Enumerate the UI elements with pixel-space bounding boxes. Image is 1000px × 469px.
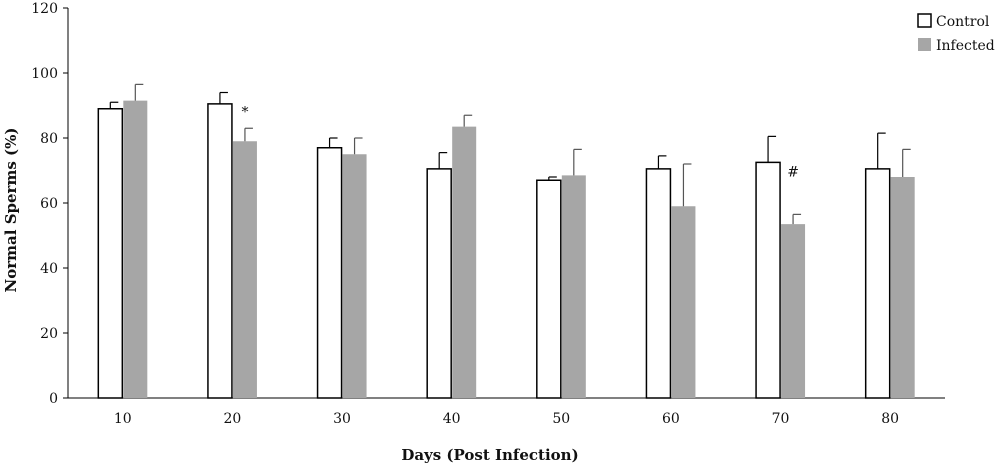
bar-infected <box>452 126 477 398</box>
bar-infected <box>781 224 806 398</box>
y-tick-label: 20 <box>40 326 58 342</box>
bar-control <box>864 168 891 399</box>
x-tick-label: 20 <box>224 411 242 427</box>
x-tick-label: 60 <box>662 411 680 427</box>
legend-label-control: Control <box>936 14 990 30</box>
legend-swatch-infected <box>918 38 931 51</box>
bar-infected <box>123 100 148 398</box>
legend-swatch-control <box>917 13 932 28</box>
legend-label-infected: Infected <box>936 38 995 54</box>
bar-control <box>316 147 343 399</box>
x-tick-label: 80 <box>881 411 899 427</box>
x-tick-label: 70 <box>772 411 790 427</box>
x-tick-label: 30 <box>333 411 351 427</box>
bars <box>97 100 915 399</box>
y-axis: 0 20 40 60 80 100 120 <box>31 1 69 407</box>
bar-control <box>426 168 452 399</box>
y-axis-title: Normal Sperms (%) <box>2 128 20 293</box>
bar-control <box>97 108 124 399</box>
significance-annotation: # <box>787 164 799 180</box>
y-tick-label: 60 <box>40 196 58 212</box>
bar-infected <box>232 141 257 398</box>
y-tick-label: 120 <box>31 1 58 17</box>
x-tick-label: 10 <box>114 411 132 427</box>
y-tick-label: 100 <box>31 66 58 82</box>
x-tick-label: 50 <box>552 411 570 427</box>
bar-control <box>645 168 672 399</box>
x-axis: 10 20 30 40 50 60 70 80 <box>68 397 945 427</box>
bar-infected <box>342 154 367 398</box>
bar-control <box>536 179 562 399</box>
y-tick-label: 0 <box>49 391 58 407</box>
x-tick-label: 40 <box>443 411 461 427</box>
bar-infected <box>671 206 696 398</box>
significance-annotation: * <box>241 104 248 120</box>
x-axis-title: Days (Post Infection) <box>401 446 578 464</box>
bar-infected <box>561 175 586 398</box>
y-tick-label: 40 <box>40 261 58 277</box>
error-bars <box>109 83 911 225</box>
y-tick-label: 80 <box>40 131 58 147</box>
annotations: *# <box>241 104 798 180</box>
bar-control <box>207 103 233 399</box>
bar-control <box>755 161 781 399</box>
legend: Control Infected <box>917 13 995 54</box>
bar-infected <box>890 177 915 398</box>
